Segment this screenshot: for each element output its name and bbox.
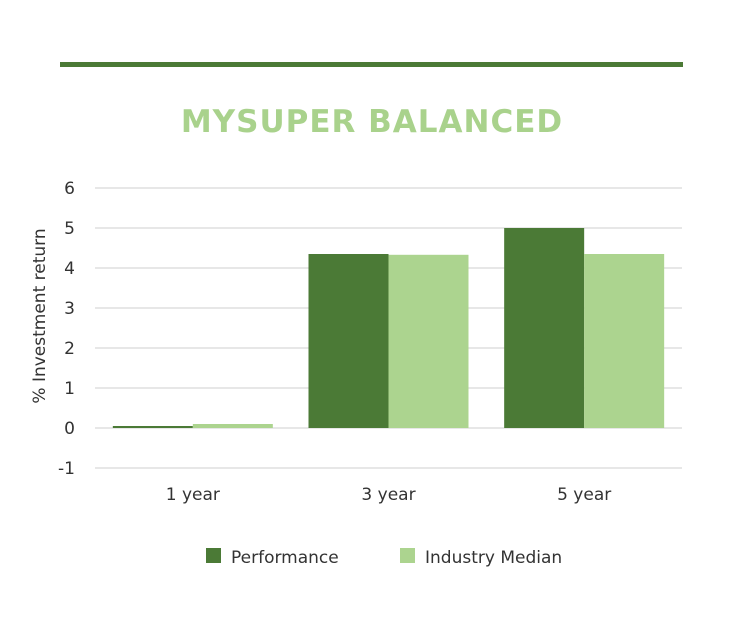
bar <box>504 228 585 428</box>
top-rule <box>60 62 683 67</box>
y-tick-label: 6 <box>64 179 75 199</box>
chart-title: MYSUPER BALANCED <box>180 104 564 140</box>
y-tick-label: 5 <box>64 219 75 239</box>
y-tick-label: 0 <box>64 419 75 439</box>
bar <box>584 254 665 428</box>
bar <box>308 254 389 428</box>
bar <box>388 254 469 428</box>
legend-swatch <box>400 548 415 563</box>
y-tick-label: -1 <box>58 459 75 479</box>
legend-label: Industry Median <box>425 548 562 568</box>
bar <box>192 424 273 428</box>
y-tick-label: 1 <box>64 379 75 399</box>
y-tick-label: 3 <box>64 299 75 319</box>
y-tick-label: 4 <box>64 259 75 279</box>
x-tick-label: 5 year <box>557 485 611 505</box>
y-axis-label: % Investment return <box>30 228 50 403</box>
bar <box>112 426 193 428</box>
x-tick-label: 3 year <box>361 485 415 505</box>
y-tick-label: 2 <box>64 339 75 359</box>
legend-label: Performance <box>231 548 339 568</box>
x-tick-label: 1 year <box>166 485 220 505</box>
legend-swatch <box>206 548 221 563</box>
